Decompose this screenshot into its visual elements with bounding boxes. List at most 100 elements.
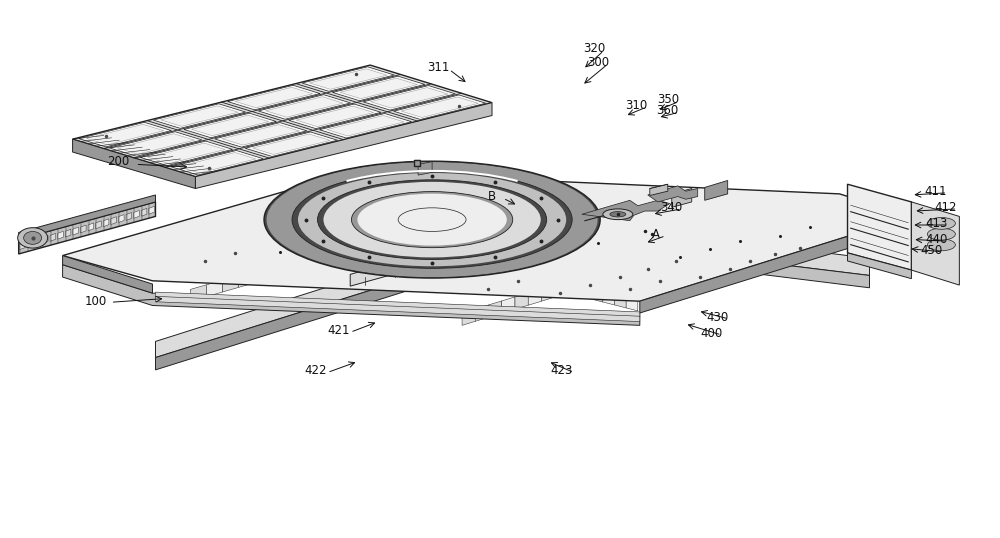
Polygon shape: [394, 95, 486, 119]
Polygon shape: [235, 87, 312, 108]
Polygon shape: [363, 86, 455, 110]
Polygon shape: [140, 141, 233, 166]
Ellipse shape: [18, 228, 48, 248]
Text: 100: 100: [84, 295, 107, 308]
Text: B: B: [488, 190, 496, 203]
Polygon shape: [50, 233, 56, 241]
Polygon shape: [672, 188, 692, 207]
Ellipse shape: [264, 161, 600, 278]
Polygon shape: [184, 113, 276, 138]
Polygon shape: [650, 184, 668, 195]
Polygon shape: [705, 180, 728, 200]
Polygon shape: [228, 86, 320, 110]
Polygon shape: [319, 114, 412, 138]
Polygon shape: [462, 309, 475, 325]
Polygon shape: [266, 97, 343, 117]
Ellipse shape: [323, 182, 541, 257]
Polygon shape: [27, 239, 33, 247]
Polygon shape: [195, 103, 492, 188]
Text: 450: 450: [920, 244, 943, 257]
Polygon shape: [367, 234, 383, 251]
Polygon shape: [239, 271, 255, 287]
Polygon shape: [310, 69, 387, 89]
Polygon shape: [615, 293, 626, 308]
Polygon shape: [271, 262, 287, 278]
Polygon shape: [626, 295, 638, 311]
Polygon shape: [149, 206, 154, 214]
Text: 440: 440: [925, 233, 948, 246]
Polygon shape: [303, 253, 319, 269]
Polygon shape: [96, 221, 101, 229]
Text: 400: 400: [701, 327, 723, 340]
Text: 412: 412: [934, 201, 957, 214]
Polygon shape: [86, 124, 164, 145]
Polygon shape: [258, 95, 351, 119]
Polygon shape: [555, 281, 568, 297]
Polygon shape: [255, 266, 271, 283]
Polygon shape: [223, 275, 239, 292]
Polygon shape: [480, 238, 530, 264]
Text: 421: 421: [327, 324, 349, 337]
Polygon shape: [350, 238, 480, 286]
Polygon shape: [65, 229, 71, 237]
Polygon shape: [118, 215, 124, 223]
Text: 200: 200: [107, 155, 130, 168]
Polygon shape: [155, 292, 640, 317]
Polygon shape: [911, 202, 959, 285]
Polygon shape: [568, 281, 580, 296]
Polygon shape: [289, 104, 381, 129]
Text: 311: 311: [427, 61, 449, 74]
Polygon shape: [603, 289, 615, 305]
Polygon shape: [161, 106, 238, 126]
Ellipse shape: [24, 231, 42, 244]
Polygon shape: [19, 195, 155, 239]
Ellipse shape: [927, 228, 955, 240]
Polygon shape: [73, 227, 78, 235]
Polygon shape: [155, 218, 869, 358]
Polygon shape: [88, 223, 94, 231]
Ellipse shape: [318, 180, 547, 259]
Polygon shape: [296, 106, 374, 126]
Polygon shape: [580, 284, 591, 299]
Polygon shape: [253, 134, 330, 154]
Text: 310: 310: [625, 99, 647, 112]
Polygon shape: [58, 231, 63, 239]
Polygon shape: [545, 236, 869, 288]
Polygon shape: [117, 134, 194, 154]
Polygon shape: [110, 132, 202, 156]
Text: 300: 300: [587, 56, 609, 69]
Ellipse shape: [298, 173, 566, 266]
Polygon shape: [475, 305, 489, 321]
Text: 360: 360: [657, 104, 679, 117]
Polygon shape: [287, 257, 303, 274]
Polygon shape: [319, 248, 335, 264]
Polygon shape: [20, 242, 25, 250]
Text: 422: 422: [304, 364, 327, 378]
Polygon shape: [80, 225, 86, 233]
Polygon shape: [528, 289, 541, 305]
Polygon shape: [335, 243, 351, 260]
Polygon shape: [63, 265, 640, 325]
Polygon shape: [134, 210, 139, 218]
Ellipse shape: [610, 211, 626, 217]
Polygon shape: [73, 65, 492, 176]
Polygon shape: [179, 153, 256, 173]
Polygon shape: [399, 225, 415, 242]
Polygon shape: [302, 67, 394, 91]
Text: 430: 430: [707, 311, 729, 324]
Polygon shape: [35, 238, 40, 245]
Polygon shape: [191, 115, 269, 136]
Polygon shape: [126, 213, 132, 221]
Polygon shape: [245, 132, 337, 157]
Polygon shape: [582, 200, 670, 221]
Ellipse shape: [267, 162, 598, 277]
Polygon shape: [648, 186, 698, 202]
Text: 413: 413: [925, 217, 948, 230]
Text: 320: 320: [583, 43, 605, 55]
Polygon shape: [79, 122, 171, 147]
Text: 340: 340: [661, 201, 683, 214]
Polygon shape: [155, 296, 640, 322]
Polygon shape: [171, 151, 263, 175]
Polygon shape: [155, 236, 545, 370]
Polygon shape: [327, 116, 404, 136]
